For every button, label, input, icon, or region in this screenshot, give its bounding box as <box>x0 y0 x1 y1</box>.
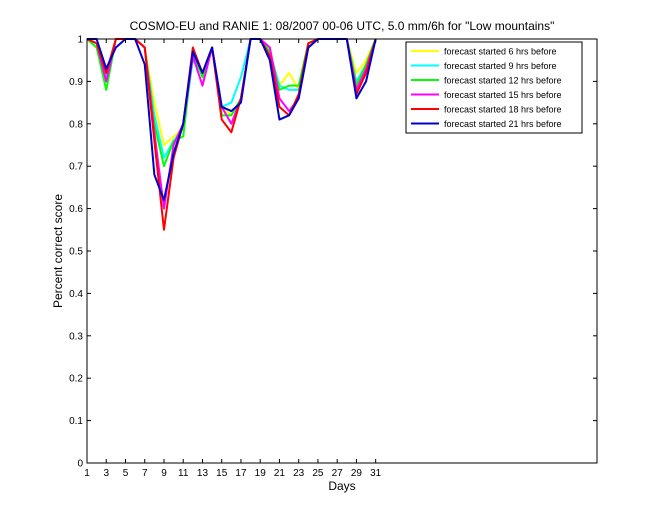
y-tick-label: 0.1 <box>69 416 83 427</box>
legend-entry-2: forecast started 9 hrs before <box>444 61 557 71</box>
x-tick-label: 29 <box>351 468 363 479</box>
chart-title: COSMO-EU and RANIE 1: 08/2007 00-06 UTC,… <box>130 19 555 33</box>
y-tick-label: 0.2 <box>69 374 83 385</box>
x-tick-label: 5 <box>123 468 129 479</box>
y-axis-label: Percent correct score <box>51 194 65 308</box>
x-tick-label: 31 <box>370 468 382 479</box>
legend-entry-4: forecast started 15 hrs before <box>444 90 562 100</box>
x-tick-label: 17 <box>235 468 247 479</box>
x-axis-label: Days <box>328 479 355 493</box>
x-tick-label: 7 <box>142 468 148 479</box>
x-tick-label: 23 <box>293 468 305 479</box>
x-tick-label: 1 <box>84 468 90 479</box>
y-tick-label: 0.8 <box>69 119 83 130</box>
y-tick-label: 0.7 <box>69 162 83 173</box>
y-tick-label: 0.5 <box>69 247 83 258</box>
legend: forecast started 6 hrs before forecast st… <box>405 41 583 134</box>
x-tick-label: 21 <box>274 468 286 479</box>
x-axis: 1 3 5 7 9 11 13 15 17 19 21 23 25 27 29 31 <box>84 39 382 479</box>
y-tick-label: 0 <box>77 459 83 470</box>
x-tick-label: 27 <box>332 468 344 479</box>
x-tick-label: 11 <box>178 468 189 479</box>
x-tick-label: 9 <box>161 468 167 479</box>
x-tick-label: 15 <box>216 468 228 479</box>
x-tick-label: 13 <box>197 468 209 479</box>
legend-box <box>405 41 583 134</box>
y-axis: 0 0.1 0.2 0.3 0.4 0.5 0.6 0.7 0.8 0.9 1 <box>69 35 597 470</box>
x-tick-label: 25 <box>312 468 324 479</box>
y-tick-label: 0.6 <box>69 204 83 215</box>
legend-entry-3: forecast started 12 hrs before <box>444 76 562 86</box>
legend-entry-6: forecast started 21 hrs before <box>444 119 562 129</box>
x-tick-label: 3 <box>103 468 109 479</box>
y-tick-label: 0.4 <box>69 289 83 300</box>
y-tick-label: 0.3 <box>69 331 83 342</box>
y-tick-label: 0.9 <box>69 77 83 88</box>
x-tick-label: 19 <box>255 468 267 479</box>
legend-entry-1: forecast started 6 hrs before <box>444 47 557 57</box>
y-tick-label: 1 <box>77 35 83 46</box>
legend-entry-5: forecast started 18 hrs before <box>444 105 562 115</box>
